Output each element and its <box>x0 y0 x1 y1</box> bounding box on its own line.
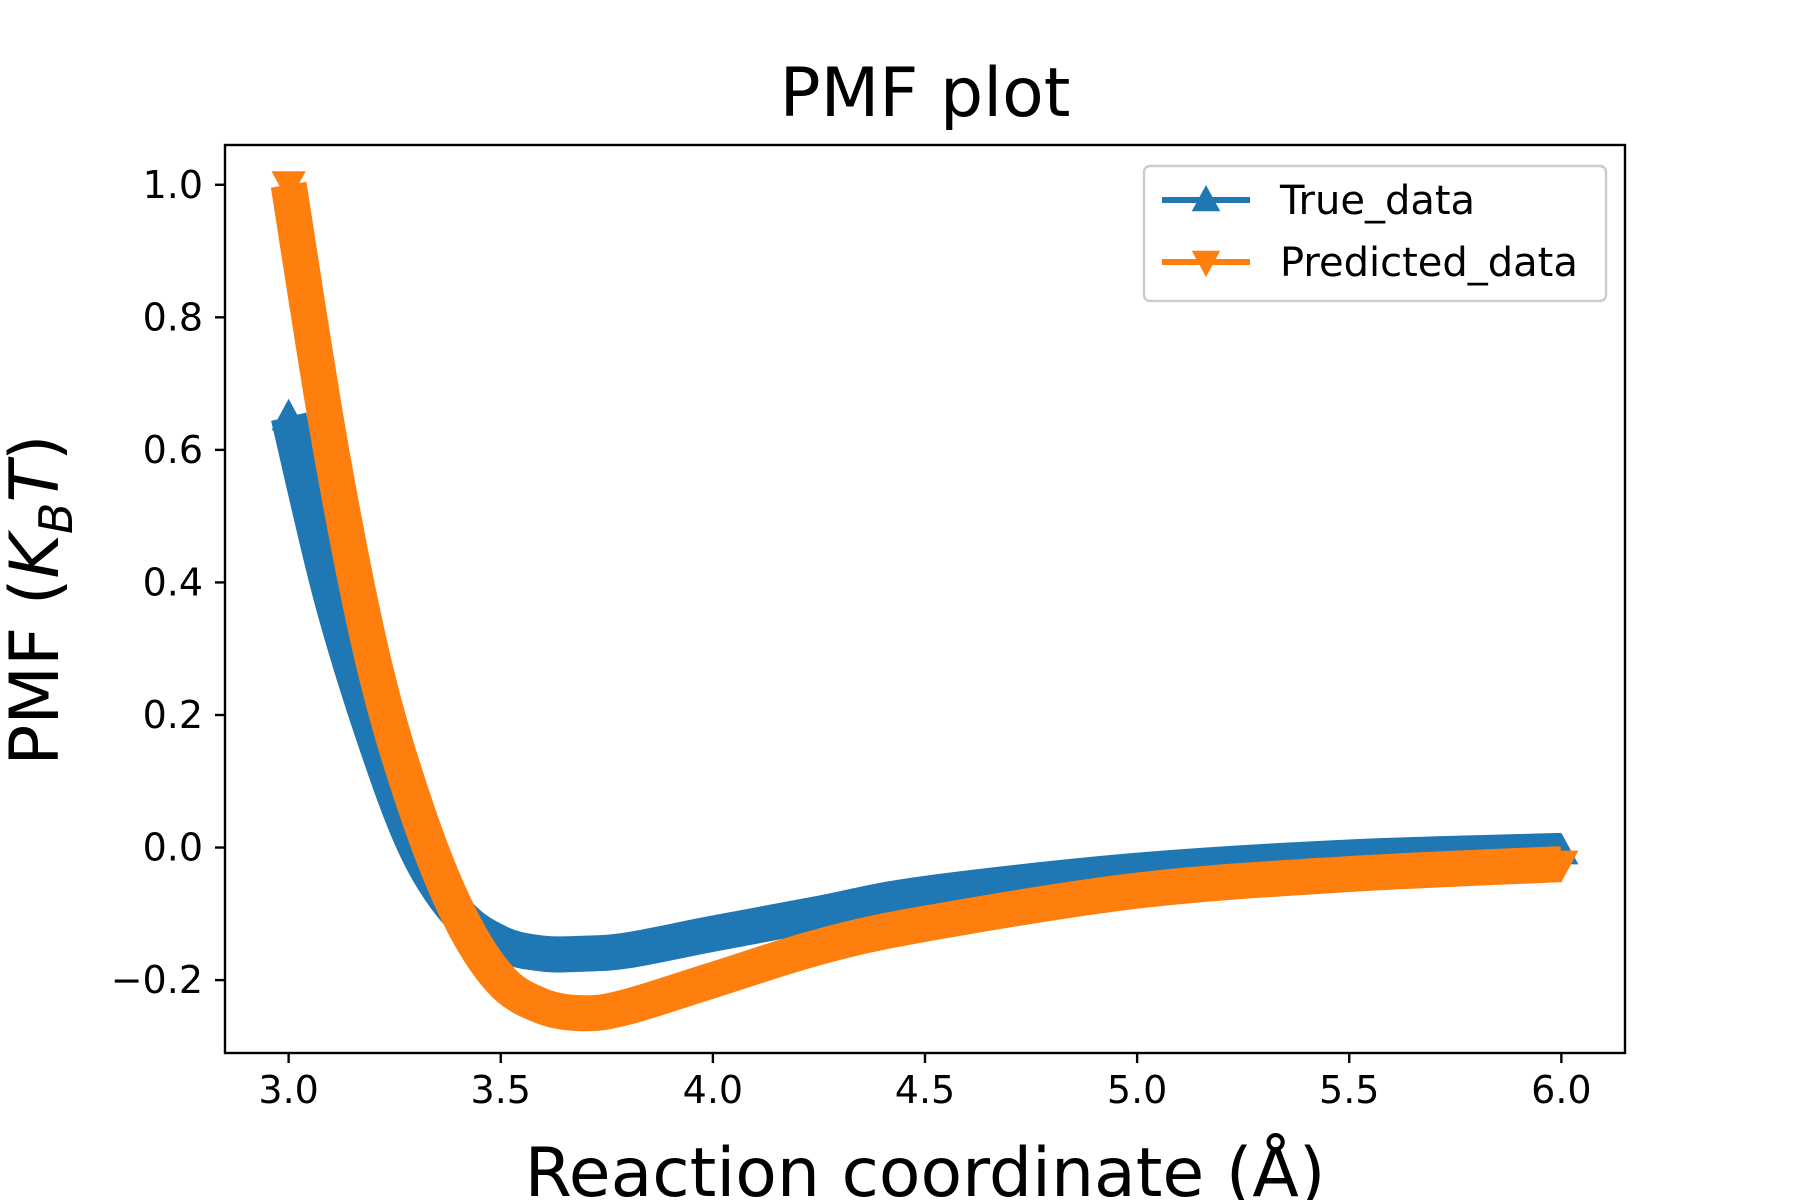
y-tick-label: 0.4 <box>143 560 203 604</box>
legend: True_data Predicted_data <box>1142 164 1608 303</box>
chart-title: PMF plot <box>780 54 1071 133</box>
x-tick-label: 3.0 <box>258 1068 318 1112</box>
plot-area <box>270 171 1579 1032</box>
legend-entry: Predicted_data <box>1162 240 1578 286</box>
data-point-marker <box>271 171 306 203</box>
x-axis: 3.0 3.5 4.0 4.5 5.0 5.5 6.0 <box>258 1053 1592 1112</box>
y-axis: −0.2 0.0 0.2 0.4 0.6 0.8 1.0 <box>111 163 225 1002</box>
y-tick-label: 0.0 <box>143 826 203 870</box>
data-point-marker <box>271 398 306 431</box>
series-predicted-data <box>270 171 1579 1032</box>
x-axis-label: Reaction coordinate (Å) <box>525 1132 1326 1200</box>
x-tick-label: 3.5 <box>471 1068 531 1112</box>
series-line <box>270 181 1563 1032</box>
y-tick-label: 0.2 <box>143 693 203 737</box>
x-tick-label: 4.0 <box>683 1068 743 1112</box>
x-tick-label: 6.0 <box>1531 1068 1591 1112</box>
legend-label: True_data <box>1279 178 1475 224</box>
data-point-marker <box>1544 850 1579 883</box>
legend-marker <box>1191 250 1221 277</box>
y-tick-label: 0.8 <box>143 295 203 339</box>
legend-entry: True_data <box>1162 178 1475 224</box>
legend-label: Predicted_data <box>1280 240 1578 286</box>
x-tick-label: 5.0 <box>1107 1068 1167 1112</box>
series-line <box>271 412 1562 973</box>
y-tick-label: −0.2 <box>111 958 203 1002</box>
x-tick-label: 4.5 <box>895 1068 955 1112</box>
y-axis-label: PMF (KBT) <box>0 434 83 765</box>
legend-frame <box>1142 164 1608 303</box>
legend-marker <box>1191 185 1221 212</box>
x-tick-label: 5.5 <box>1319 1068 1379 1112</box>
y-tick-label: 1.0 <box>143 163 203 207</box>
y-tick-label: 0.6 <box>143 428 203 472</box>
